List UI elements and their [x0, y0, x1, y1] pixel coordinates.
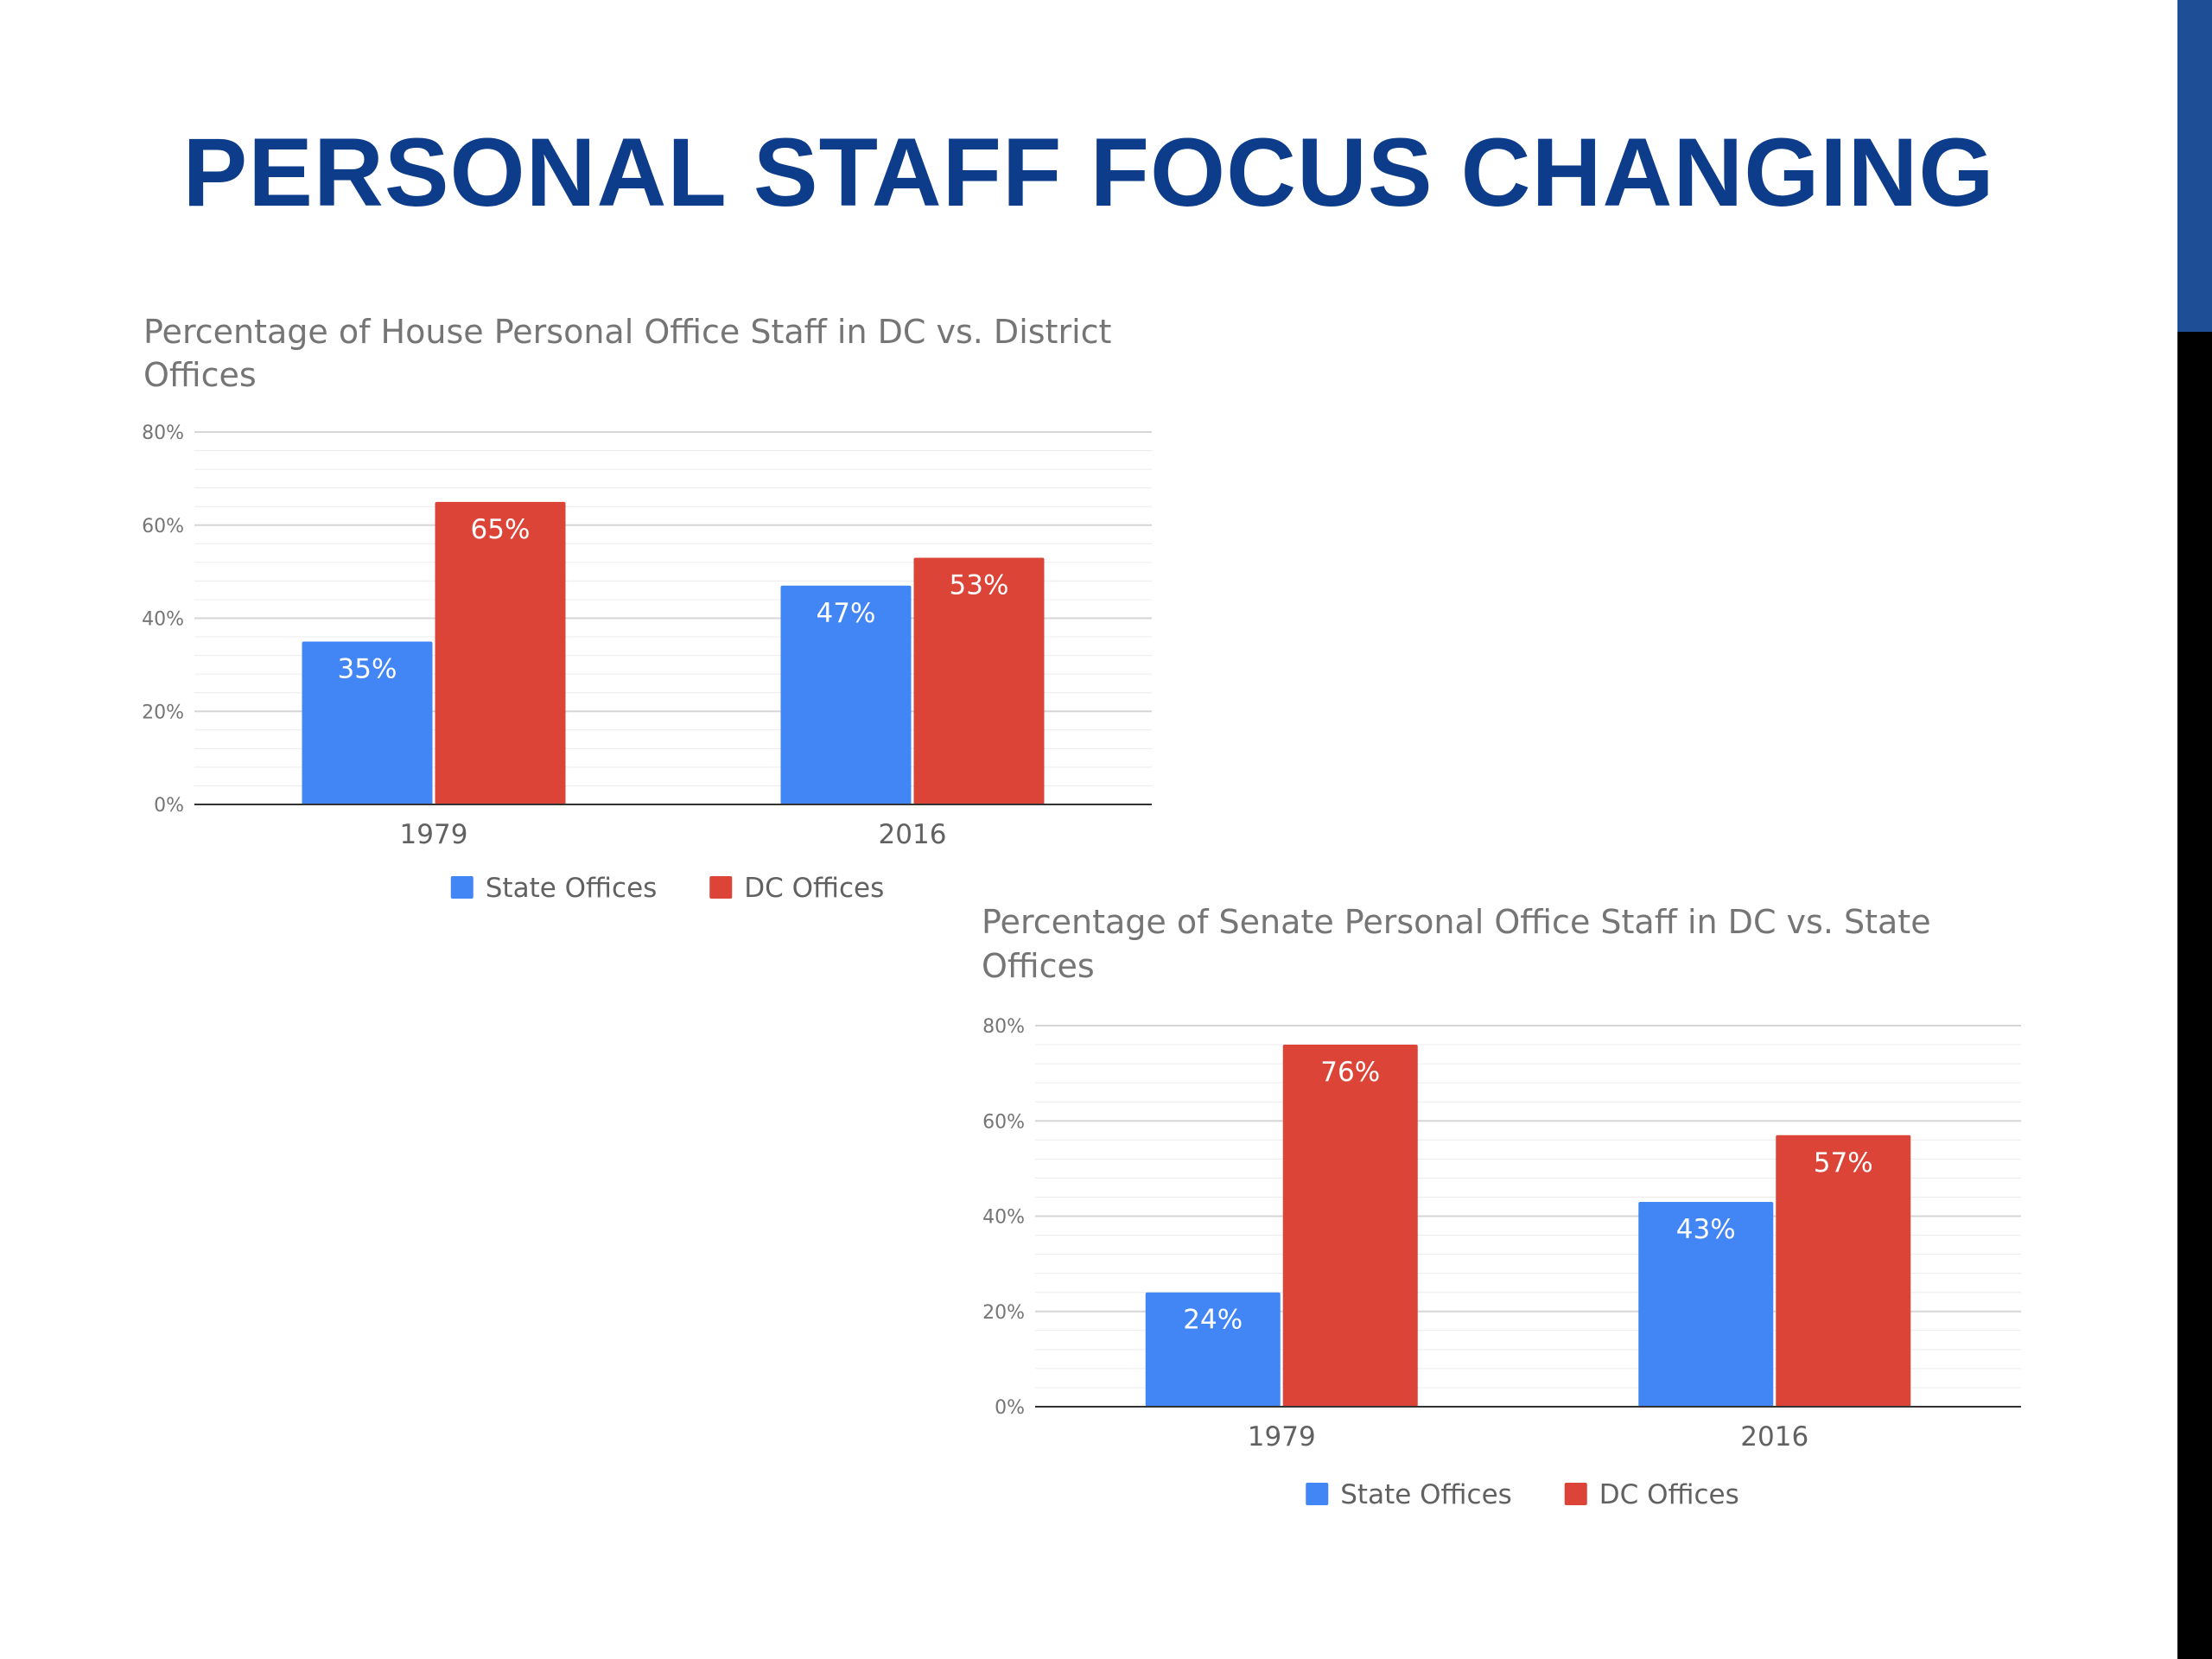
data-label-state-offices-2016: 43%	[1676, 1214, 1736, 1245]
data-label-state-offices-1979: 24%	[1183, 1305, 1243, 1336]
chart-title-line: Offices	[143, 356, 257, 394]
data-label-state-offices-2016: 47%	[817, 598, 876, 629]
x-category-label: 1979	[1248, 1421, 1316, 1452]
bar-state-offices-1979	[302, 641, 433, 804]
chart-title-line: Percentage of House Personal Office Staf…	[143, 313, 1111, 351]
chart-title-line: Percentage of Senate Personal Office Sta…	[982, 903, 1931, 941]
legend: State Offices DC Offices	[450, 873, 884, 904]
bar-state-offices-1979	[1145, 1292, 1281, 1407]
page-title: PERSONAL STAFF FOCUS CHANGING	[182, 118, 1995, 226]
y-tick-label: 20%	[142, 702, 184, 723]
data-label-dc-offices-2016: 57%	[1814, 1147, 1873, 1179]
data-label-dc-offices-1979: 65%	[471, 514, 531, 545]
bar-state-offices-2016	[1638, 1201, 1774, 1407]
y-tick-label: 0%	[995, 1397, 1025, 1419]
y-tick-label: 80%	[982, 1016, 1025, 1038]
x-category-label: 1979	[400, 819, 468, 850]
bar-dc-offices-1979	[1282, 1045, 1418, 1407]
legend: State Offices DC Offices	[1306, 1479, 1739, 1510]
edge-blue-bar	[2177, 0, 2212, 332]
legend-label-dc-offices: DC Offices	[744, 873, 884, 904]
x-category-label: 2016	[1740, 1421, 1808, 1452]
y-tick-label: 80%	[142, 423, 184, 444]
legend-swatch-state-offices	[1306, 1483, 1329, 1505]
legend-swatch-dc-offices	[1564, 1483, 1587, 1505]
senate-chart-svg: Percentage of Senate Personal Office Sta…	[982, 903, 2021, 1510]
house-chart-svg: Percentage of House Personal Office Staf…	[142, 313, 1152, 904]
y-tick-label: 20%	[982, 1302, 1025, 1324]
y-tick-label: 0%	[154, 795, 184, 817]
chart-title-line: Offices	[982, 947, 1095, 985]
legend-label-dc-offices: DC Offices	[1599, 1479, 1739, 1510]
bar-dc-offices-2016	[1776, 1135, 1911, 1407]
bar-dc-offices-2016	[913, 557, 1045, 804]
data-label-state-offices-1979: 35%	[338, 653, 397, 684]
legend-swatch-state-offices	[450, 876, 474, 899]
senate-staff-chart: Percentage of Senate Personal Office Sta…	[968, 894, 2056, 1534]
data-label-dc-offices-2016: 53%	[950, 569, 1009, 601]
house-staff-chart: Percentage of House Personal Office Staf…	[130, 302, 1166, 925]
legend-label-state-offices: State Offices	[1340, 1479, 1512, 1510]
legend-label-state-offices: State Offices	[486, 873, 658, 904]
bar-state-offices-2016	[780, 585, 912, 804]
bar-dc-offices-1979	[435, 501, 566, 804]
y-tick-label: 40%	[982, 1207, 1025, 1229]
y-tick-label: 60%	[142, 516, 184, 537]
y-tick-label: 40%	[142, 609, 184, 631]
y-tick-label: 60%	[982, 1111, 1025, 1133]
legend-swatch-dc-offices	[709, 876, 733, 899]
data-label-dc-offices-1979: 76%	[1320, 1057, 1380, 1088]
x-category-label: 2016	[879, 819, 947, 850]
